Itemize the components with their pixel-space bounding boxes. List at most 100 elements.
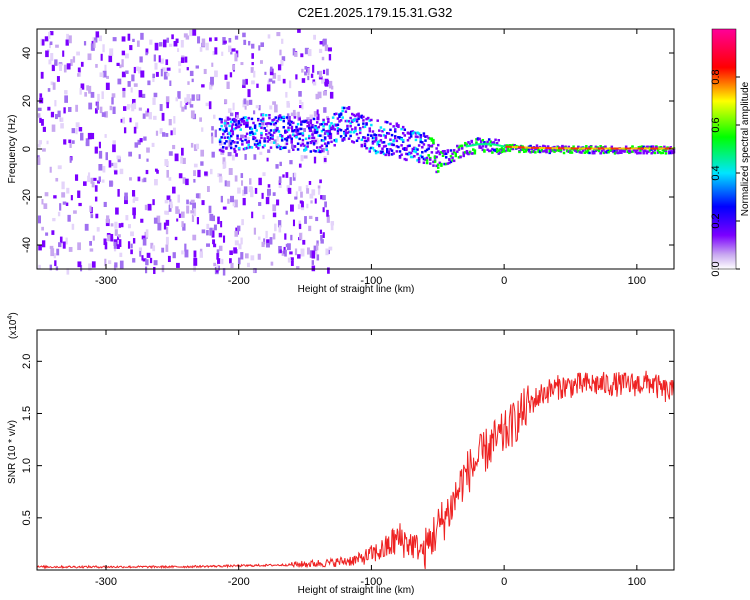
spectrogram-signal-cell — [335, 138, 338, 142]
spectrogram-noise-cell — [152, 73, 155, 79]
spectrogram-noise-cell — [88, 102, 93, 110]
spectrogram-signal-cell — [346, 107, 349, 110]
spectrogram-signal-cell — [387, 132, 391, 135]
spectrogram-signal-cell — [669, 150, 672, 153]
spectrogram-signal-cell — [601, 149, 604, 153]
spectrogram-signal-cell — [459, 155, 462, 159]
spectrogram-noise-cell — [224, 99, 228, 104]
spectrogram-signal-cell — [336, 132, 340, 135]
spectrogram-signal-cell — [510, 147, 513, 151]
spectrogram-ridge-cell — [573, 147, 576, 150]
spectrogram-noise-cell — [157, 222, 162, 231]
spectrogram-ridge-cell — [593, 147, 596, 150]
spectrogram-noise-cell — [294, 248, 298, 256]
spectrogram-signal-cell — [393, 136, 397, 140]
spectrogram-noise-cell — [77, 67, 81, 73]
spectrogram-signal-cell — [430, 139, 434, 142]
spectrogram-noise-cell — [261, 192, 264, 199]
spectrogram-ridge-cell — [608, 147, 611, 150]
spectrogram-signal-cell — [610, 145, 614, 149]
spectrogram-noise-cell — [54, 260, 57, 267]
spectrogram-noise-cell — [109, 180, 113, 187]
spectrogram-ridge-cell — [650, 147, 653, 150]
spectrogram-noise-cell — [242, 197, 246, 206]
spectrogram-noise-cell — [39, 93, 43, 98]
spectrogram-signal-cell — [358, 127, 362, 130]
spectrogram-signal-cell — [653, 151, 657, 155]
spectrogram-signal-cell — [272, 123, 276, 126]
spectrogram-signal-cell — [379, 126, 383, 129]
spectrogram-signal-cell — [567, 145, 571, 149]
spectrogram-noise-cell — [40, 71, 44, 79]
spectrogram-signal-cell — [341, 109, 344, 113]
spectrogram-signal-cell — [307, 124, 311, 127]
spectrogram-noise-cell — [258, 202, 262, 206]
spectrogram-ridge-cell — [569, 147, 572, 150]
spectrogram-signal-cell — [346, 127, 349, 130]
spectrogram-signal-cell — [374, 133, 378, 137]
spectrogram-signal-cell — [640, 145, 644, 148]
spectrogram-ridge-cell — [499, 144, 502, 147]
spectrogram-noise-cell — [153, 217, 158, 224]
spectrogram-signal-cell — [400, 127, 403, 131]
spectrogram-noise-cell — [107, 234, 111, 242]
spectrogram-signal-cell — [298, 132, 301, 136]
spectrogram-signal-cell — [615, 151, 618, 154]
spectrogram-noise-cell — [37, 156, 41, 165]
spectrogram-signal-cell — [322, 139, 325, 142]
spectrogram-noise-cell — [145, 229, 149, 238]
spectrogram-signal-cell — [323, 137, 327, 141]
spectrogram-signal-cell — [508, 149, 512, 153]
spectrogram-signal-cell — [339, 112, 343, 115]
spectrogram-noise-cell — [138, 90, 143, 98]
spectrogram-signal-cell — [220, 120, 223, 124]
spectrogram-ridge-cell — [616, 147, 619, 150]
spectrogram-noise-cell — [130, 104, 133, 108]
spectrogram-signal-cell — [580, 151, 583, 154]
spectrogram-signal-cell — [382, 141, 386, 144]
spectrogram-noise-cell — [145, 48, 149, 54]
spectrogram-signal-cell — [424, 149, 427, 153]
spectrogram-signal-cell — [435, 170, 438, 174]
spectrogram-noise-cell — [141, 255, 144, 261]
spectrogram-noise-cell — [114, 170, 118, 175]
spectrogram-signal-cell — [390, 133, 394, 137]
spectrogram-signal-cell — [664, 152, 668, 155]
spectrogram-noise-cell — [139, 250, 142, 257]
spectrogram-signal-cell — [379, 139, 383, 142]
spectrogram-noise-cell — [130, 243, 133, 249]
spectrogram-signal-cell — [631, 145, 634, 149]
spectrogram-noise-cell — [272, 72, 277, 79]
spectrogram-noise-cell — [164, 199, 169, 204]
spectrogram-noise-cell — [153, 54, 156, 62]
spectrogram-noise-cell — [45, 232, 49, 236]
spectrogram-signal-cell — [634, 150, 637, 154]
spectrogram-signal-cell — [413, 155, 416, 158]
spectrogram-ridge-cell — [522, 146, 525, 149]
spectrogram-signal-cell — [569, 148, 572, 152]
spectrogram-ridge-cell — [602, 147, 605, 150]
spectrogram-noise-cell — [229, 112, 234, 117]
spectrogram-signal-cell — [330, 126, 333, 130]
spectrogram-noise-cell — [278, 225, 281, 232]
spectrogram-noise-cell — [214, 47, 218, 55]
spectrogram-noise-cell — [228, 37, 232, 43]
spectrogram-ridge-cell — [556, 147, 559, 150]
spectrogram-signal-cell — [443, 152, 446, 156]
snr-x-tick-label: -100 — [360, 576, 382, 588]
spectrogram-ridge-cell — [597, 147, 600, 150]
spectrogram-ridge-cell — [620, 147, 623, 150]
spectrogram-signal-cell — [331, 116, 335, 119]
spectrogram-signal-cell — [430, 151, 434, 154]
spectrogram-noise-cell — [166, 37, 170, 43]
spectrogram-signal-cell — [274, 116, 278, 119]
spectrogram-signal-cell — [241, 117, 244, 121]
spectrogram-noise-cell — [231, 154, 235, 161]
spectrogram-noise-cell — [41, 119, 44, 126]
spectrogram-signal-cell — [389, 128, 392, 132]
spectrogram-signal-cell — [508, 144, 512, 147]
spectrogram-noise-cell — [321, 56, 325, 61]
spectrogram-noise-cell — [66, 187, 70, 194]
spectrogram-noise-cell — [38, 140, 42, 145]
spectrogram-signal-cell — [263, 137, 266, 140]
